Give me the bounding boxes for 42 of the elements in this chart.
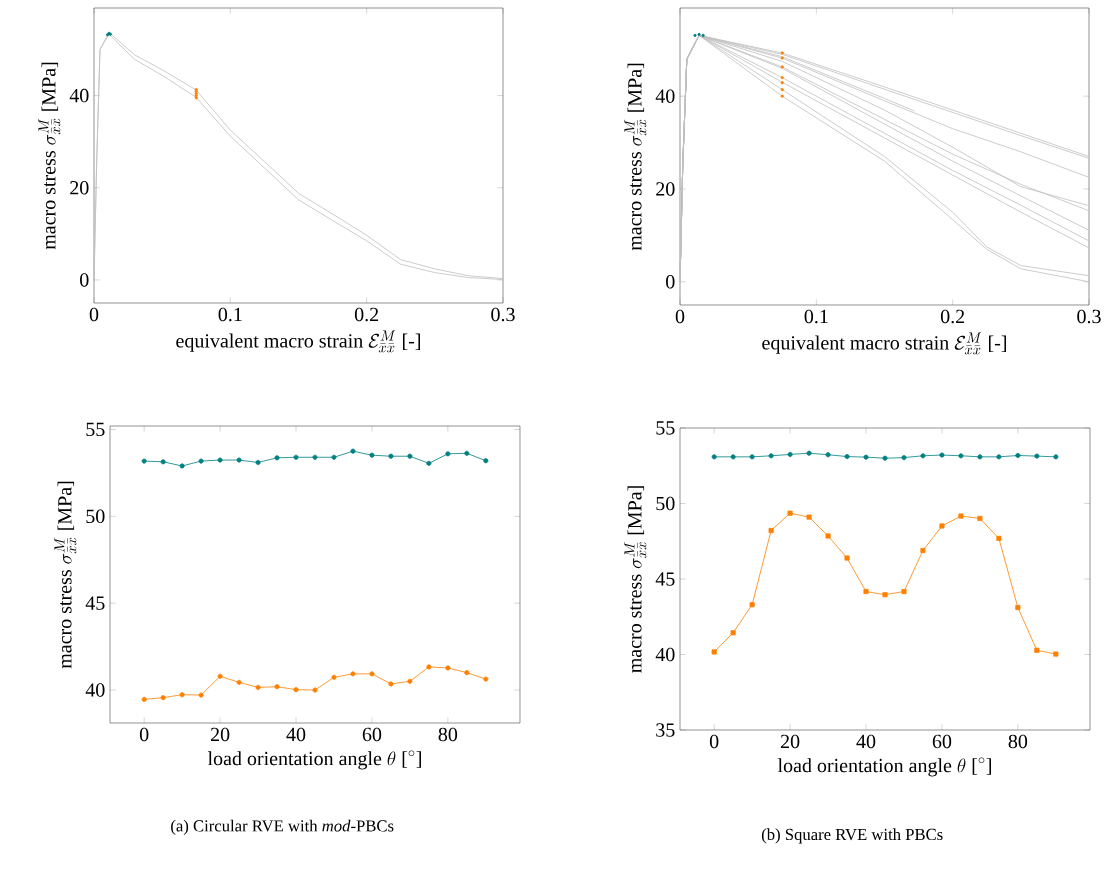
- text: (a) Circular RVE with mod-PBCs: [171, 819, 394, 835]
- y-axis-title: $\mbox{macro stress }\sigma^{M}_{\bar{x}\bar{x}}\mbox{ [MPa]}$: [624, 486, 647, 673]
- x-tick-label: 0.1: [804, 309, 828, 324]
- x-tick-label: 40: [286, 727, 306, 742]
- y-tick-label: 50: [656, 496, 675, 511]
- x-tick-label: 0: [709, 734, 719, 749]
- x-tick-label: 60: [362, 727, 382, 742]
- x-tick-label: 0.3: [491, 307, 515, 322]
- x-axis-title: $\mbox{equivalent macro strain }\mathcal{E}^{M}_{\bar{x}\bar{x}}\mbox{ [-]}$: [176, 330, 420, 353]
- x-tick-label: 0.2: [940, 309, 965, 324]
- y-tick-label: 20: [70, 181, 89, 195]
- y-tick-label: 20: [656, 182, 675, 196]
- y-tick-label: 0: [666, 275, 675, 289]
- x-axis-title: $\mbox{load orientation angle }\theta\mbox{ [}^{\circ}\mbox{]}$: [207, 750, 421, 770]
- y-tick-label: 45: [655, 572, 675, 586]
- x-tick-label: 40: [856, 734, 876, 749]
- y-tick-label: 50: [86, 509, 105, 524]
- x-tick-label: 20: [780, 734, 800, 749]
- x-axis-title: $\mbox{equivalent macro strain }\mathcal{E}^{M}_{\bar{x}\bar{x}}\mbox{ [-]}$: [762, 332, 1006, 355]
- x-tick-label: 0: [675, 309, 685, 324]
- y-axis-title: $\mbox{macro stress }\sigma^{M}_{\bar{x}\bar{x}}\mbox{ [MPa]}$: [38, 62, 61, 250]
- y-tick-label: 55: [656, 421, 675, 435]
- y-tick-label: 40: [69, 88, 89, 103]
- text: (b) Square RVE with PBCs: [761, 828, 943, 844]
- x-axis-title: $\mbox{load orientation angle }\theta\mbox{ [}^{\circ}\mbox{]}$: [777, 757, 991, 777]
- y-tick-label: 45: [85, 596, 105, 610]
- x-tick-label: 20: [210, 727, 230, 742]
- x-tick-label: 0.1: [218, 307, 242, 322]
- y-tick-label: 0: [80, 273, 89, 287]
- y-tick-label: 40: [655, 89, 675, 103]
- x-tick-label: 0.3: [1077, 309, 1101, 324]
- x-tick-label: 80: [1008, 734, 1028, 749]
- x-tick-label: 60: [932, 734, 952, 749]
- y-tick-label: 40: [85, 683, 105, 697]
- x-tick-label: 80: [438, 727, 458, 742]
- y-tick-label: 35: [656, 723, 675, 737]
- y-tick-label: 55: [86, 422, 105, 437]
- y-axis-title: $\mbox{macro stress }\sigma^{M}_{\bar{x}\bar{x}}\mbox{ [MPa]}$: [624, 63, 647, 251]
- x-tick-label: 0.2: [354, 307, 379, 322]
- y-axis-title: $\mbox{macro stress }\sigma^{M}_{\bar{x}\bar{x}}\mbox{ [MPa]}$: [54, 481, 77, 669]
- x-tick-label: 0: [139, 727, 149, 742]
- y-tick-label: 40: [655, 647, 675, 662]
